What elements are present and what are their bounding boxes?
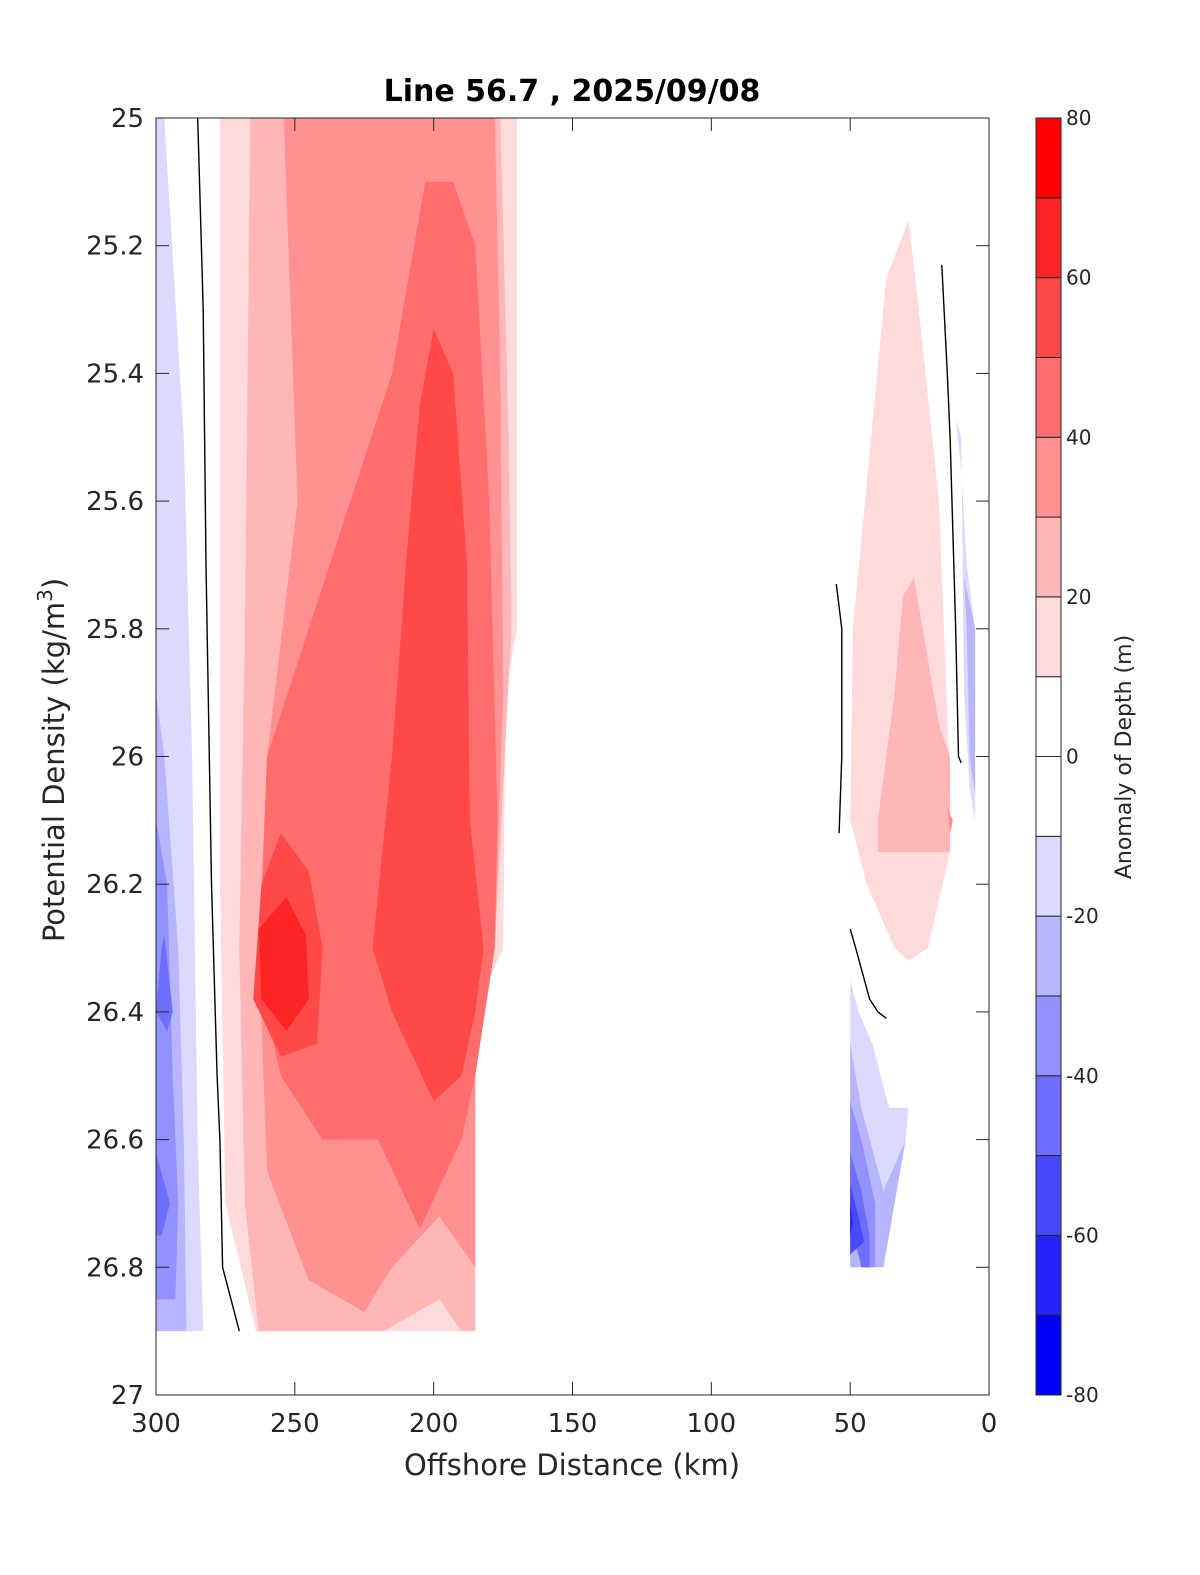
colorbar-tick-label: 60 — [1066, 266, 1091, 290]
y-axis-label-suffix: ) — [37, 578, 71, 589]
contour-region-level--60 — [850, 1203, 853, 1236]
colorbar-swatch — [1035, 676, 1062, 757]
x-tick-label: 50 — [834, 1409, 867, 1439]
colorbar-tick-label: -40 — [1066, 1064, 1099, 1088]
zero-contour-line — [941, 264, 962, 764]
zero-contour-line — [849, 928, 887, 1019]
contour-region-level--40 — [156, 1152, 170, 1236]
x-tick-label: 150 — [548, 1409, 598, 1439]
colorbar: 80 60 40 20 0 -20 -40 -60 -80 — [1035, 106, 1099, 1407]
x-axis-ticks: 300 250 200 150 100 50 0 — [131, 118, 997, 1439]
y-tick-label: 25.2 — [86, 232, 144, 262]
plot-area: 300 250 200 150 100 50 0 2525.225.425.625.8262… — [86, 104, 997, 1439]
y-tick-label: 25.4 — [86, 359, 144, 389]
zero-contour-line — [835, 584, 843, 834]
colorbar-swatch — [1035, 915, 1062, 997]
y-tick-label: 26.6 — [86, 1126, 144, 1156]
colorbar-label: Anomaly of Depth (m) — [1112, 635, 1137, 879]
y-axis-ticks: 25 25.2 25.4 25.6 25.8 26 26.2 26.4 26.6 26.8 27 — [86, 104, 989, 1411]
colorbar-swatch — [1035, 596, 1062, 678]
colorbar-swatch — [1035, 277, 1062, 358]
y-tick-label: 26.4 — [86, 998, 144, 1028]
contour-region-level--20 — [964, 577, 976, 795]
y-tick-label: 26.2 — [86, 870, 144, 900]
contour-region-level--50 — [850, 1184, 864, 1255]
y-tick-label: 27 — [111, 1381, 144, 1411]
zero-contour-line — [197, 117, 240, 1332]
colorbar-swatch — [1035, 197, 1062, 279]
contour-region-level-50 — [372, 328, 484, 1102]
x-tick-label: 0 — [981, 1409, 998, 1439]
colorbar-tick-label: 40 — [1066, 425, 1091, 449]
contour-region-level-30 — [947, 807, 953, 834]
chart-title: Line 56.7 , 2025/09/08 — [384, 74, 761, 109]
colorbar-tick-label: 0 — [1066, 745, 1079, 769]
colorbar-swatch — [1035, 1075, 1062, 1157]
x-tick-label: 250 — [270, 1409, 320, 1439]
x-tick-label: 100 — [687, 1409, 737, 1439]
colorbar-swatch — [1035, 995, 1062, 1077]
colorbar-tick-label: 20 — [1066, 585, 1091, 609]
colorbar-swatch — [1035, 756, 1062, 837]
y-tick-label: 25.6 — [86, 487, 144, 517]
colorbar-swatch — [1035, 436, 1062, 518]
y-tick-label: 26 — [111, 743, 144, 773]
contour-region-level-60 — [258, 897, 309, 1032]
colorbar-swatch — [1035, 835, 1062, 917]
y-axis-label: Potential Density (kg/m3) — [33, 578, 71, 942]
y-axis-label-superscript: 3 — [33, 589, 57, 602]
x-tick-label: 200 — [409, 1409, 459, 1439]
zero-contour-lines — [197, 117, 962, 1332]
colorbar-tick-label: -20 — [1066, 904, 1099, 928]
contour-region-level--40 — [156, 935, 173, 1032]
colorbar-frame — [1035, 117, 1062, 1396]
colorbar-swatch — [1035, 1314, 1062, 1396]
x-tick-label: 300 — [131, 1409, 181, 1439]
contour-region-level-20 — [877, 577, 951, 853]
y-tick-label: 25 — [111, 104, 144, 134]
colorbar-swatch — [1035, 516, 1062, 598]
y-tick-label: 25.8 — [86, 615, 144, 645]
colorbar-tick-label: 80 — [1066, 106, 1091, 130]
x-axis-label: Offshore Distance (km) — [404, 1448, 740, 1482]
colorbar-tick-label: -80 — [1066, 1383, 1099, 1407]
colorbar-tick-label: -60 — [1066, 1223, 1099, 1247]
y-axis-label-main: Potential Density (kg/m — [37, 602, 71, 942]
colorbar-swatch — [1035, 1155, 1062, 1236]
colorbar-swatch — [1035, 1234, 1062, 1316]
colorbar-swatch — [1035, 356, 1062, 438]
contour-regions — [156, 118, 976, 1332]
contour-region-level--40 — [850, 1152, 870, 1268]
y-tick-label: 26.8 — [86, 1253, 144, 1283]
colorbar-swatch — [1035, 117, 1062, 199]
